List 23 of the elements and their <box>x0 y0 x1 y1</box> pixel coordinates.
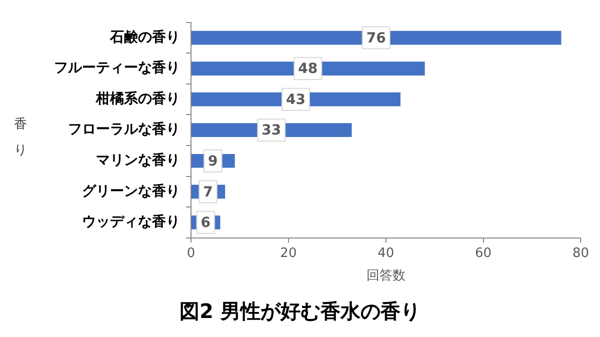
x-tick-label: 40 <box>378 246 394 261</box>
data-label: 7 <box>203 184 213 200</box>
bar <box>192 30 562 45</box>
y-tick-label: フルーティーな香り <box>54 60 180 76</box>
data-label: 48 <box>298 61 318 78</box>
y-tick-label: 柑橘系の香り <box>95 90 180 107</box>
y-tick-label: グリーンな香り <box>82 183 180 200</box>
data-label: 9 <box>208 154 218 170</box>
y-tick-label: フローラルな香り <box>68 122 180 138</box>
data-label: 6 <box>200 215 210 232</box>
x-tick-label: 60 <box>475 246 492 261</box>
x-tick-label: 80 <box>572 246 589 261</box>
x-axis-title: 回答数 <box>366 268 406 284</box>
y-axis-title: 香り <box>14 116 28 160</box>
y-tick-label: ウッディな香り <box>82 214 180 230</box>
data-label: 76 <box>366 30 386 46</box>
data-label: 43 <box>286 92 306 108</box>
text: 図2 男性が好む香水の香り <box>178 298 422 325</box>
y-tick-label: 石鹸の香り <box>109 29 180 46</box>
x-tick-label: 20 <box>280 246 297 261</box>
data-label: 33 <box>262 122 282 139</box>
y-tick-label: マリンな香り <box>96 152 180 169</box>
x-tick-label: 0 <box>186 246 196 261</box>
